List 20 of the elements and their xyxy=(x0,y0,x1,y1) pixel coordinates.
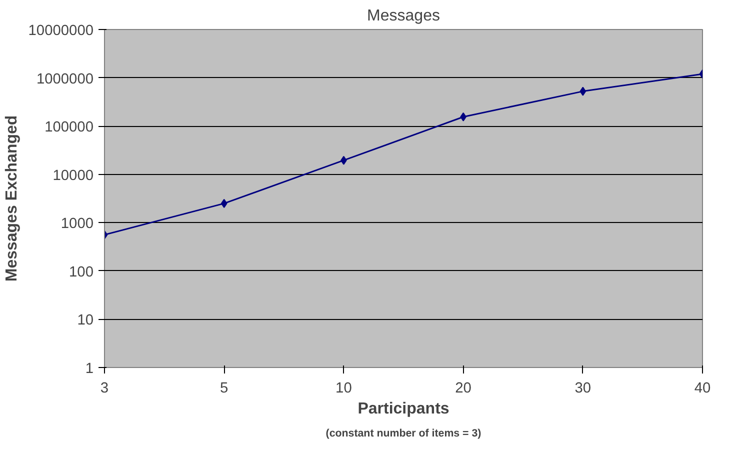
chart-title: Messages xyxy=(367,8,440,24)
y-tick-label: 1000 xyxy=(60,216,94,232)
y-tick-label: 10000000 xyxy=(28,23,94,39)
y-tick-label: 100 xyxy=(69,264,94,280)
x-tick-label: 3 xyxy=(100,380,109,396)
point xyxy=(220,198,228,208)
x-tick-label: 5 xyxy=(220,380,228,396)
point xyxy=(580,86,586,96)
x-tick-label: 30 xyxy=(574,380,592,396)
y-tick-label: 1 xyxy=(85,361,94,377)
x-tick-label: 40 xyxy=(694,380,711,396)
x-tick-label: 10 xyxy=(336,380,352,396)
text: (constant number of items = 3) xyxy=(326,428,482,440)
x-tick-label: 20 xyxy=(455,380,472,396)
y-tick-label: 100000 xyxy=(44,120,94,136)
y-axis-title: Messages Exchanged xyxy=(3,115,20,282)
x-axis-title: Participants xyxy=(358,400,450,418)
y-tick-label: 10000 xyxy=(52,168,94,184)
y-tick-label: 1000000 xyxy=(36,71,94,88)
y-tick-label: 10 xyxy=(77,312,94,329)
